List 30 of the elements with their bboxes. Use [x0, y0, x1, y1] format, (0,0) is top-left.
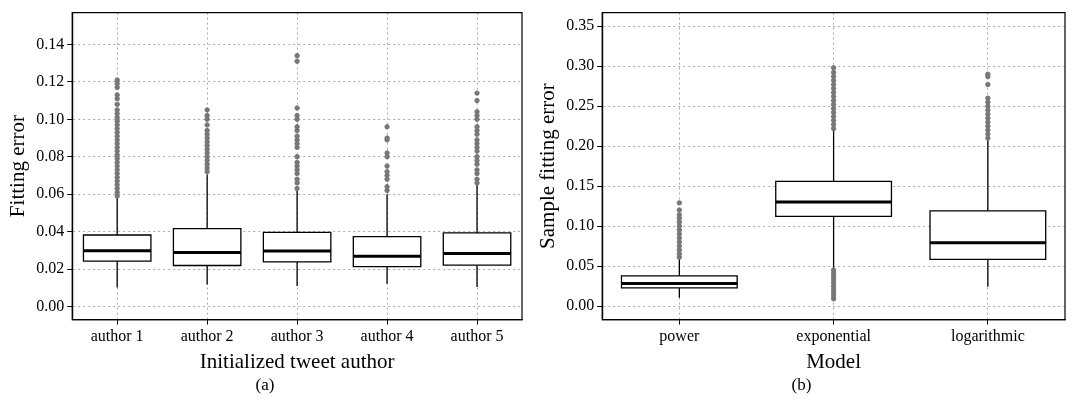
- y-tick-label: 0.08: [36, 146, 65, 164]
- y-tick-label: 0.25: [566, 96, 595, 114]
- x-tick-label: author 4: [360, 327, 414, 345]
- text: (b): [791, 375, 812, 395]
- y-tick-label: 0.12: [36, 72, 65, 90]
- x-tick-label: logarithmic: [950, 327, 1025, 346]
- y-tick-label: 0.10: [36, 109, 65, 127]
- x-tick-label: author 2: [180, 327, 234, 345]
- x-tick-label: exponential: [796, 327, 872, 346]
- y-tick-label: 0.15: [566, 176, 595, 194]
- y-tick-label: 0.20: [566, 136, 595, 154]
- x-tick-label: author 1: [90, 327, 144, 345]
- x-axis-title: Model: [806, 348, 862, 373]
- y-tick-label: 0.00: [36, 296, 65, 314]
- y-tick-label: 0.35: [566, 16, 595, 34]
- y-tick-label: 0.06: [36, 184, 65, 202]
- x-tick-label: power: [659, 327, 700, 346]
- y-axis-title: Fitting error: [5, 115, 30, 218]
- y-axis-title: Sample fitting error: [535, 83, 560, 249]
- x-axis-title: Initialized tweet author: [199, 348, 395, 373]
- text: (a): [255, 375, 275, 395]
- y-tick-label: 0.14: [36, 34, 65, 52]
- y-tick-label: 0.02: [36, 259, 65, 277]
- y-tick-label: 0.30: [566, 56, 595, 74]
- x-tick-label: author 5: [450, 327, 504, 345]
- y-tick-label: 0.05: [566, 256, 595, 274]
- x-tick-label: author 3: [270, 327, 324, 345]
- y-tick-label: 0.10: [566, 216, 595, 234]
- y-tick-label: 0.00: [566, 296, 595, 314]
- y-tick-label: 0.04: [36, 221, 65, 239]
